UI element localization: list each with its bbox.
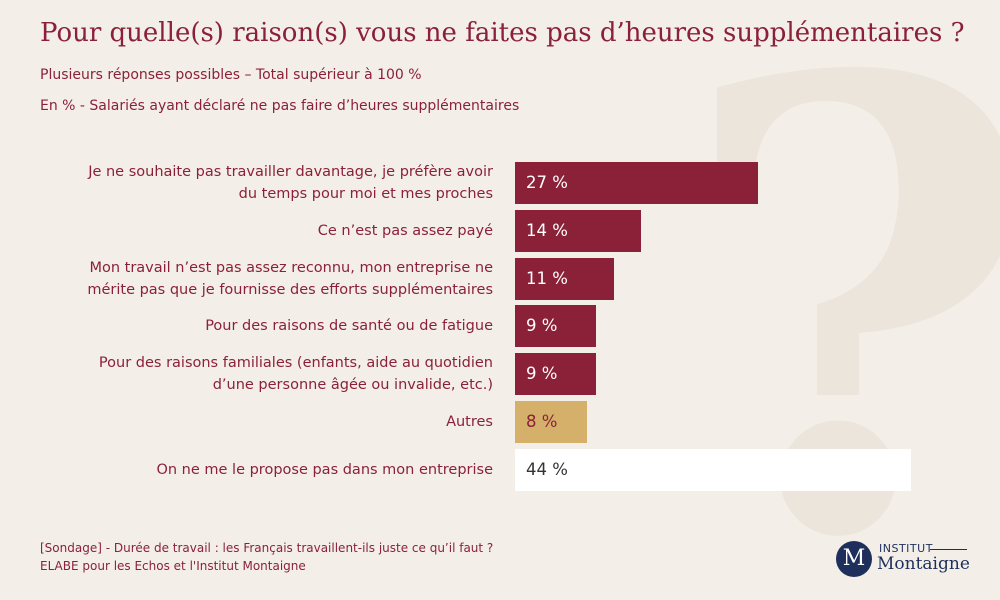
bar <box>515 353 596 396</box>
value-label: 14 % <box>526 220 568 240</box>
source: ELABE pour les Echos et l'Institut Monta… <box>40 559 306 573</box>
background-question-mark: ? <box>677 0 1000 600</box>
value-label: 44 % <box>526 459 568 479</box>
y-tick-label: Ce n’est pas assez payé <box>317 222 493 239</box>
chart-title: Pour quelle(s) raison(s) vous ne faites … <box>40 18 965 48</box>
bar <box>515 401 587 443</box>
subtitle: Plusieurs réponses possibles – Total sup… <box>40 67 422 83</box>
source: [Sondage] - Durée de travail : les Franç… <box>40 541 494 555</box>
y-tick-label: On ne me le propose pas dans mon entrepr… <box>156 461 493 478</box>
logo-mark: M <box>836 541 872 577</box>
y-tick-label: Autres <box>446 414 493 430</box>
bar <box>515 448 911 491</box>
value-label: 11 % <box>526 268 568 288</box>
bar <box>515 257 614 300</box>
bar <box>515 162 758 204</box>
value-label: 9 % <box>526 316 558 336</box>
y-tick-label: Mon travail n’est pas assez reconnu, mon… <box>87 259 493 298</box>
y-tick-label: Pour des raisons familiales (enfants, ai… <box>98 355 493 394</box>
subtitle-note: En % - Salariés ayant déclaré ne pas fai… <box>40 98 520 114</box>
y-tick-label: Je ne souhaite pas travailler davantage,… <box>88 164 493 202</box>
y-tick-label: Pour des raisons de santé ou de fatigue <box>205 318 493 335</box>
logo-text: INSTITUT <box>879 542 933 555</box>
value-label: 8 % <box>526 412 558 431</box>
logo-rule <box>930 549 967 550</box>
bar <box>515 209 641 252</box>
logo-text: Montaigne <box>877 554 970 574</box>
value-label: 27 % <box>526 173 568 192</box>
bar <box>515 305 596 348</box>
value-label: 9 % <box>526 364 558 384</box>
